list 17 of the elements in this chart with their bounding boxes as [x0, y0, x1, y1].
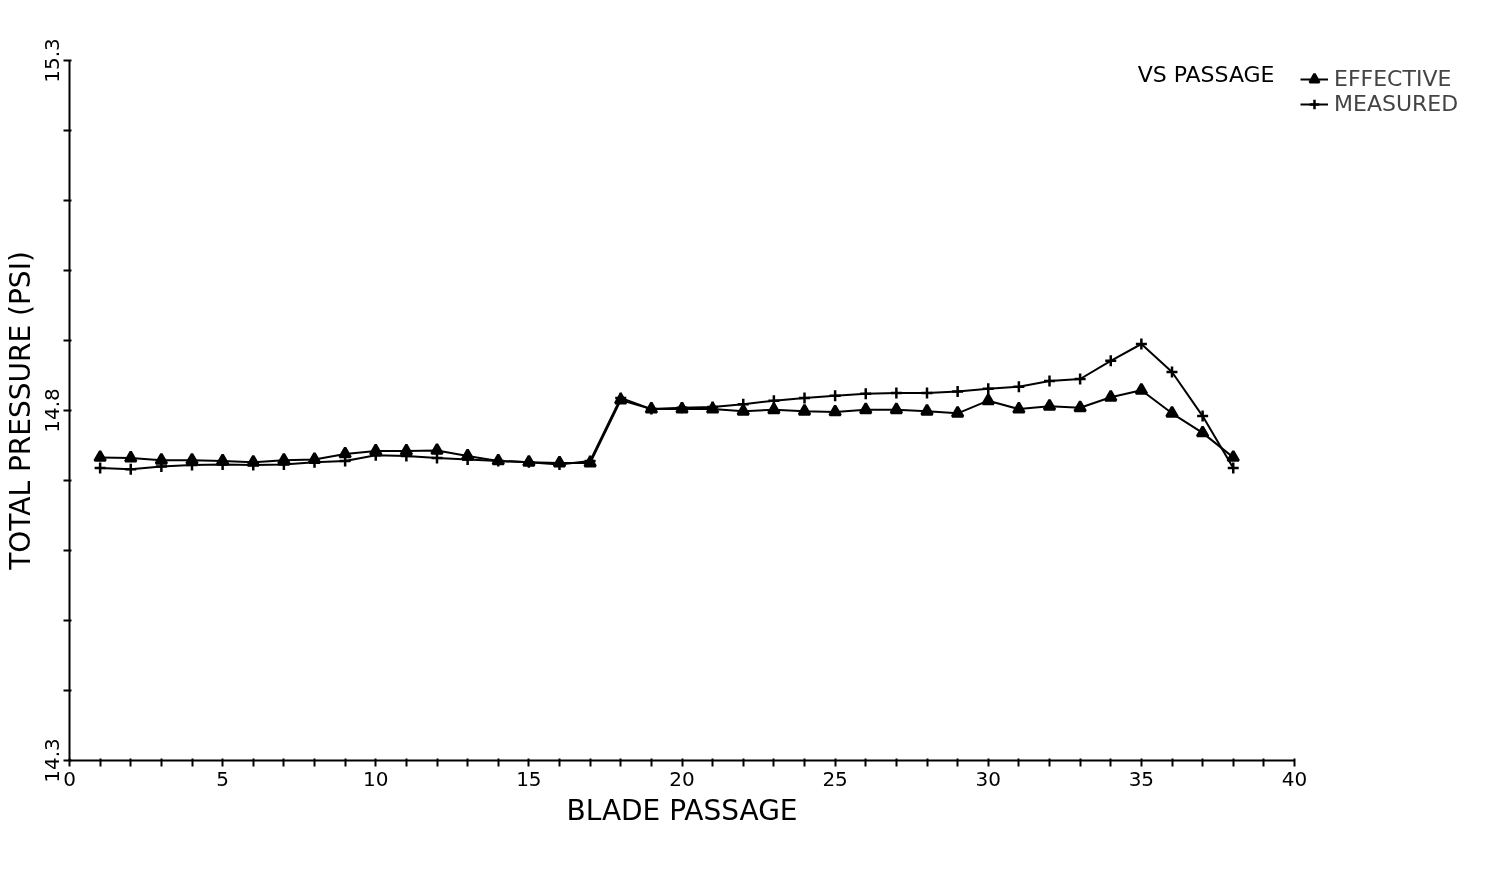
x-tick-label: 15 — [516, 766, 542, 791]
legend-label: MEASURED — [1334, 91, 1459, 116]
x-tick-label: 20 — [669, 766, 695, 791]
x-tick-label: 0 — [63, 766, 76, 791]
y-tick-label: 14.3 — [39, 738, 64, 783]
x-tick-label: 40 — [1281, 766, 1308, 791]
annotation: VS PASSAGE — [1137, 62, 1275, 87]
x-axis-title: BLADE PASSAGE — [566, 793, 798, 827]
x-tick-label: 35 — [1128, 766, 1155, 791]
legend-label: EFFECTIVE — [1334, 66, 1452, 91]
x-tick-label: 5 — [216, 766, 229, 791]
y-tick-label: 15.3 — [39, 38, 64, 83]
x-tick-label: 25 — [822, 766, 848, 791]
y-tick-label: 14.8 — [39, 388, 64, 433]
y-axis-title: TOTAL PRESSURE (PSI) — [3, 251, 37, 571]
x-tick-label: 30 — [975, 766, 1001, 791]
x-tick-label: 10 — [363, 766, 389, 791]
